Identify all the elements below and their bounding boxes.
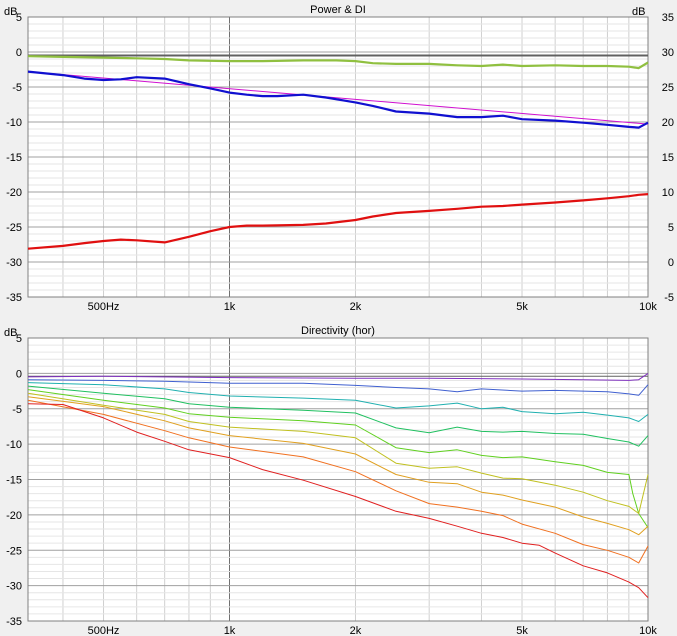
y-tick-label-right: 10 bbox=[662, 187, 674, 199]
y-tick-label-left: 0 bbox=[16, 47, 22, 59]
series-line-3 bbox=[27, 379, 649, 396]
x-tick-label: 2k bbox=[350, 625, 362, 636]
y-tick-label-left: -20 bbox=[6, 510, 22, 522]
y-tick-label-right: 30 bbox=[662, 47, 674, 59]
y-tick-label-left: -5 bbox=[12, 404, 22, 416]
y-tick-label-left: -15 bbox=[6, 475, 22, 487]
y-tick-label-left: -35 bbox=[6, 616, 22, 628]
series-line-5 bbox=[27, 193, 649, 250]
series-line-2 bbox=[27, 55, 649, 70]
series-line-9 bbox=[27, 399, 649, 564]
plot-border bbox=[27, 16, 649, 298]
y-axis-label-right: dB bbox=[632, 6, 645, 18]
y-tick-label-left: 5 bbox=[16, 333, 22, 345]
y-axis-label-left: dB bbox=[4, 327, 17, 339]
x-tick-label: 10k bbox=[639, 625, 657, 636]
y-tick-label-left: -35 bbox=[6, 292, 22, 304]
series-line-6 bbox=[27, 389, 649, 528]
x-tick-label: 500Hz bbox=[88, 301, 120, 313]
y-axis-label-left: dB bbox=[4, 6, 17, 18]
plot-border bbox=[27, 337, 649, 622]
series-line-8 bbox=[27, 396, 649, 536]
x-tick-label: 5k bbox=[516, 301, 528, 313]
y-tick-label-right: 25 bbox=[662, 82, 674, 94]
y-tick-label-left: -30 bbox=[6, 257, 22, 269]
y-tick-label-left: 5 bbox=[16, 12, 22, 24]
chart-title: Directivity (hor) bbox=[301, 325, 375, 337]
y-tick-label-left: -30 bbox=[6, 581, 22, 593]
series-line-5 bbox=[27, 385, 649, 447]
series-line-7 bbox=[27, 392, 649, 514]
series-line-4 bbox=[27, 70, 649, 129]
y-tick-label-left: -10 bbox=[6, 439, 22, 451]
y-tick-label-right: -5 bbox=[664, 292, 674, 304]
y-tick-label-right: 15 bbox=[662, 152, 674, 164]
y-tick-label-left: -10 bbox=[6, 117, 22, 129]
chart-title: Power & DI bbox=[310, 4, 366, 16]
x-tick-label: 1k bbox=[224, 625, 236, 636]
y-tick-label-right: 0 bbox=[668, 257, 674, 269]
series-line-10 bbox=[27, 403, 649, 599]
y-tick-label-left: -25 bbox=[6, 545, 22, 557]
series-line-4 bbox=[27, 382, 649, 422]
x-tick-label: 5k bbox=[516, 625, 528, 636]
y-tick-label-right: 20 bbox=[662, 117, 674, 129]
y-tick-label-left: 0 bbox=[16, 368, 22, 380]
y-tick-label-left: -20 bbox=[6, 187, 22, 199]
y-tick-label-left: -15 bbox=[6, 152, 22, 164]
y-tick-label-right: 5 bbox=[668, 222, 674, 234]
series-line-3 bbox=[27, 71, 649, 125]
y-tick-label-left: -5 bbox=[12, 82, 22, 94]
y-tick-label-right: 35 bbox=[662, 12, 674, 24]
x-tick-label: 10k bbox=[639, 301, 657, 313]
x-tick-label: 1k bbox=[224, 301, 236, 313]
y-tick-label-left: -25 bbox=[6, 222, 22, 234]
x-tick-label: 2k bbox=[350, 301, 362, 313]
x-tick-label: 500Hz bbox=[88, 625, 120, 636]
chart-panel-2: Directivity (hor) dB5 0 -5 -10 -15 -20 -25 -30 -3… bbox=[4, 325, 657, 636]
series-line-2 bbox=[27, 372, 649, 381]
